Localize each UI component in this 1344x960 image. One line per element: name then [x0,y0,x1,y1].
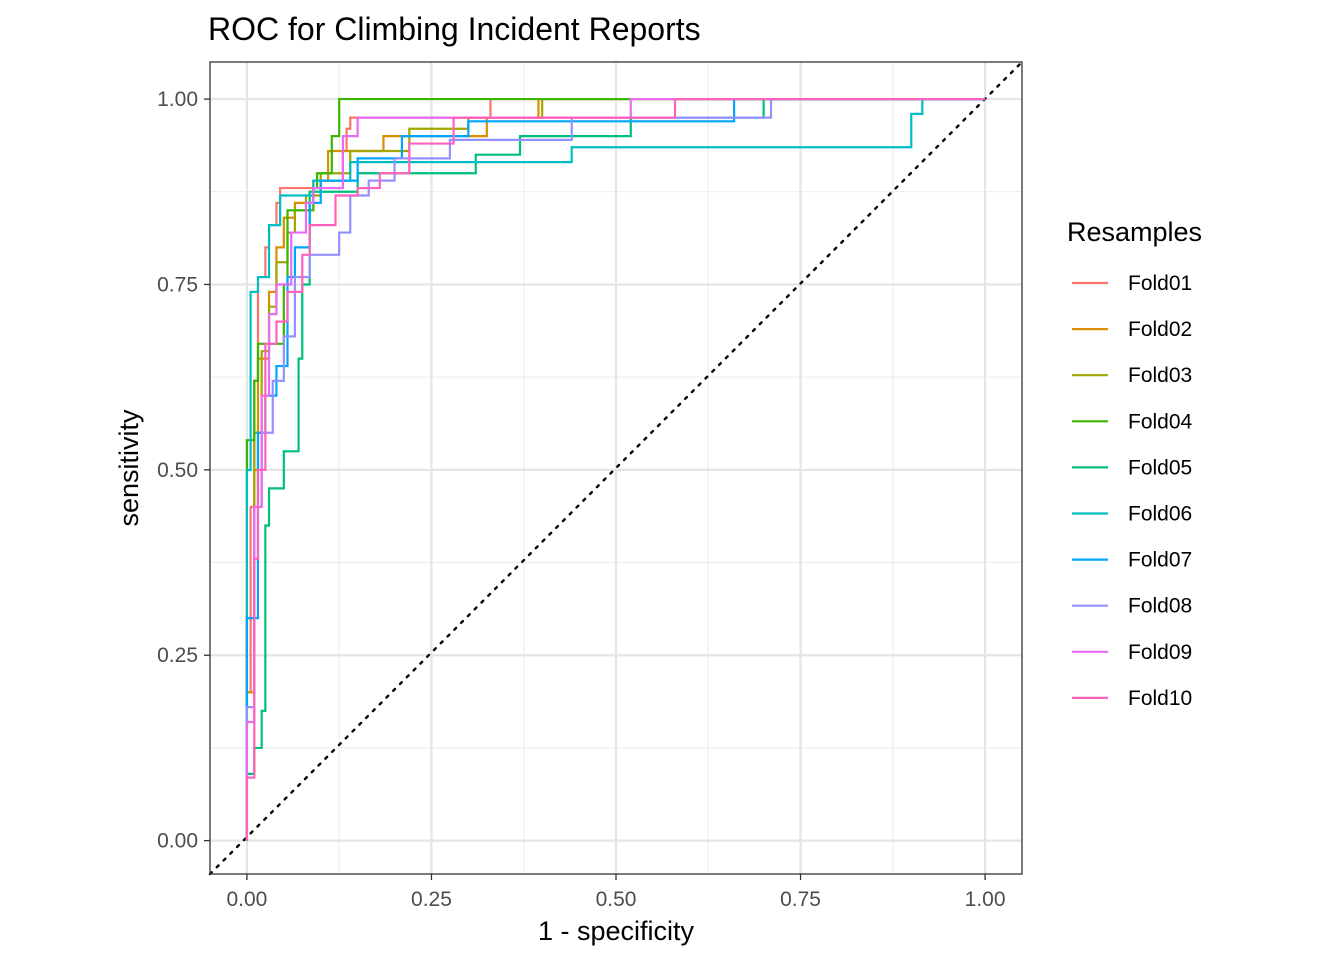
series-layer [245,97,986,841]
y-axis-ticks: 0.00 0.25 0.50 0.75 1.00 [157,88,210,853]
y-tick-label: 1.00 [157,88,198,111]
x-tick-label: 0.75 [780,888,821,911]
y-tick-label: 0.25 [157,644,198,667]
legend-label-fold05: Fold05 [1128,456,1192,479]
x-tick-label: 1.00 [965,888,1006,911]
chart-title: ROC for Climbing Incident Reports [208,11,701,47]
legend-label-fold04: Fold04 [1128,410,1193,433]
legend-label-fold10: Fold10 [1128,687,1192,710]
x-axis-ticks: 0.00 0.25 0.50 0.75 1.00 [226,874,1006,911]
legend-label-fold09: Fold09 [1128,641,1192,664]
legend: Resamples Fold01 Fold02 Fold03 Fold04 Fold05… [1067,217,1202,710]
x-tick-label: 0.50 [596,888,637,911]
roc-line-fold04 [245,97,986,841]
legend-label-fold07: Fold07 [1128,549,1192,572]
x-tick-label: 0.25 [411,888,452,911]
reference-line-layer [208,60,1024,876]
legend-label-fold06: Fold06 [1128,503,1192,526]
legend-label-fold08: Fold08 [1128,595,1192,618]
legend-items: Fold01 Fold02 Fold03 Fold04 Fold05 Fold06 Fold… [1072,272,1193,710]
y-axis-title: sensitivity [114,409,144,527]
y-tick-label: 0.75 [157,273,198,296]
roc-line-fold10 [245,97,986,841]
roc-line-fold09 [245,97,986,841]
y-tick-label: 0.50 [157,459,198,482]
legend-label-fold02: Fold02 [1128,318,1192,341]
legend-label-fold01: Fold01 [1128,272,1192,295]
legend-label-fold03: Fold03 [1128,364,1192,387]
reference-diagonal-line [208,60,1024,876]
x-tick-label: 0.00 [226,888,267,911]
legend-title: Resamples [1067,217,1202,247]
roc-line-fold05 [245,97,986,841]
y-tick-label: 0.00 [157,830,198,853]
x-axis-title: 1 - specificity [538,916,695,946]
